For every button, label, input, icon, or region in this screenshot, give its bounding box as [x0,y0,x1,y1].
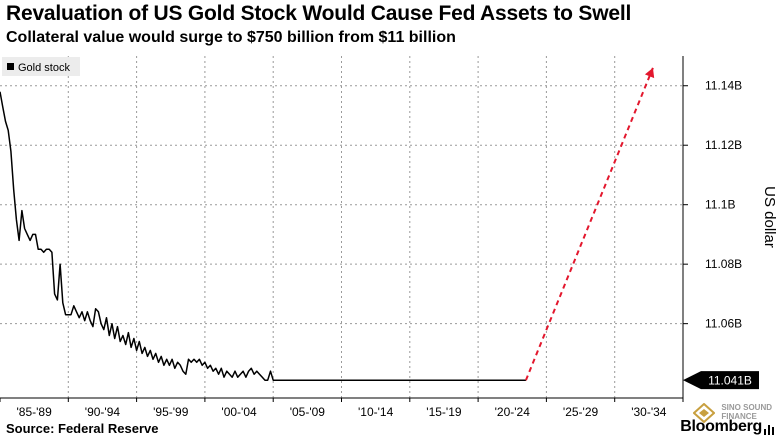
last-value-tag [683,371,759,390]
axis-layer: 11.06B 11.08B 11.1B 11.12B 11.14B '85-'89 '90-… [0,56,778,419]
legend-label: Gold stock [18,62,70,74]
x-tick-label: '30-'34 [631,405,667,419]
y-tick-label: 11.08B [705,257,742,271]
y-tick-label: 11.12B [705,138,742,152]
watermark-line-1: SINO SOUND [721,403,772,412]
watermark-line-2: FINANCE [721,412,757,421]
x-tick-label: '90-'94 [85,405,121,419]
projection-arrowhead [644,67,655,79]
gold-stock-line [0,91,526,381]
projection-line [524,67,654,381]
chart-subtitle: Collateral value would surge to $750 bil… [6,29,456,46]
x-tick-label: '10-'14 [358,405,394,419]
y-tick-label: 11.1B [705,198,735,212]
legend-box [2,57,80,76]
diamond-logo-icon [693,403,716,423]
y-axis-label: US dollar [761,186,778,248]
x-tick-label: '85-'89 [17,405,53,419]
x-tick-label: '25-'29 [563,405,599,419]
x-tick-label: '00-'04 [221,405,257,419]
grid-layer [0,56,683,398]
x-tick-label: '05-'09 [290,405,326,419]
x-tick-label: '95-'99 [153,405,189,419]
y-tick-label: 11.06B [705,317,742,331]
x-tick-label: '20-'24 [495,405,531,419]
legend-swatch [7,63,14,70]
chart-title: Revaluation of US Gold Stock Would Cause… [6,2,632,25]
series-layer [0,67,655,381]
bar-chart-icon [764,425,774,435]
last-value-label: 11.041B [708,374,752,388]
x-tick-label: '15-'19 [426,405,462,419]
y-tick-label: 11.14B [705,79,742,93]
brand-logo: Bloomberg [680,418,762,435]
legend: Gold stock [2,57,80,76]
source-note: Source: Federal Reserve [6,421,159,436]
watermark: SINO SOUND FINANCE [693,403,772,423]
